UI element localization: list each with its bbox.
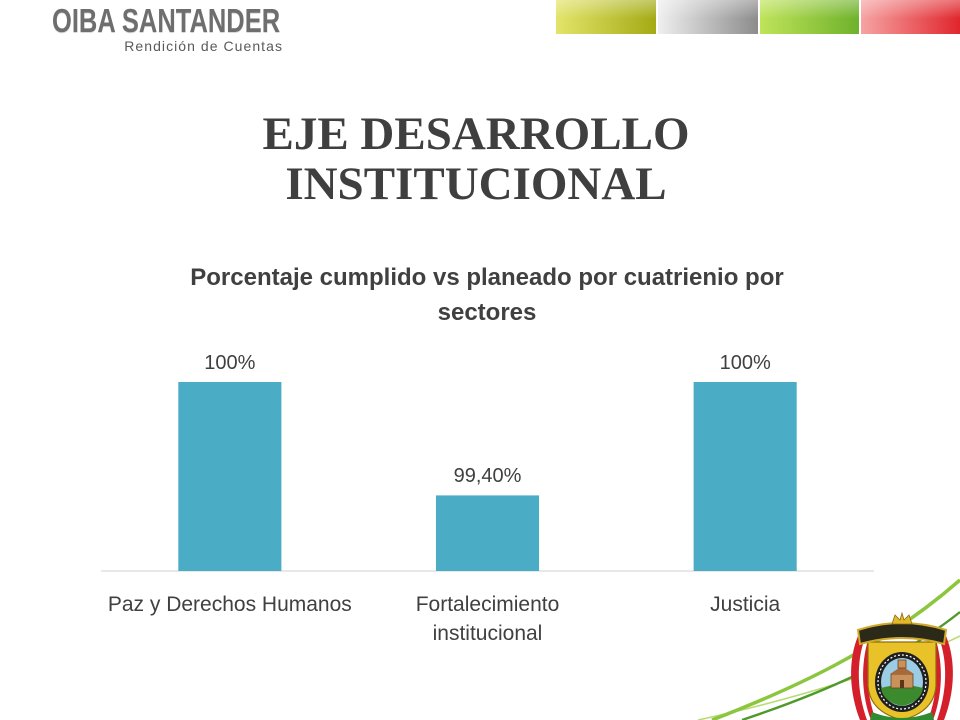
coat-ground	[881, 685, 923, 706]
data-label-1: 100%	[204, 352, 256, 374]
coat-ribbon	[870, 712, 934, 720]
slide-title: EJE DESARROLLO INSTITUCIONAL	[262, 108, 690, 210]
coat-flag-right	[928, 636, 953, 720]
bar-2	[435, 495, 540, 571]
coat-church-door	[900, 680, 904, 688]
category-label-3: Justicia	[710, 593, 781, 616]
coat-of-arms-icon	[851, 612, 953, 720]
coat-flag-left	[851, 636, 876, 720]
bar-1	[178, 382, 282, 571]
coat-flag-left-stripe	[858, 638, 871, 720]
bar-chart: 100% 99,40% 100% Paz y Derechos Humanos Fort…	[101, 340, 874, 660]
data-label-3: 100%	[719, 352, 771, 374]
coat-flag-right-stripe	[933, 638, 946, 720]
coat-church-tower	[897, 659, 907, 669]
chart-title: Porcentaje cumplido vs planeado por cuat…	[190, 264, 784, 326]
coat-crest	[891, 612, 913, 625]
header-subtitle: Rendición de Cuentas	[124, 38, 283, 54]
color-bar-4	[861, 0, 960, 34]
coat-ring-lettering	[877, 654, 927, 710]
data-label-2: 99,40%	[453, 465, 522, 488]
color-bar-1	[556, 0, 656, 34]
color-bar-3	[760, 0, 859, 34]
coat-church-roof	[890, 666, 914, 674]
header-brand: OIBA SANTANDER	[52, 2, 281, 39]
color-bar-2	[658, 0, 758, 34]
plot-area	[101, 382, 874, 572]
category-label-2: Fortalecimiento institucional	[415, 593, 560, 645]
coat-banner	[856, 622, 948, 646]
swoosh-line-main	[711, 578, 960, 720]
category-label-1: Paz y Derechos Humanos	[107, 593, 352, 616]
bar-3	[693, 382, 797, 571]
